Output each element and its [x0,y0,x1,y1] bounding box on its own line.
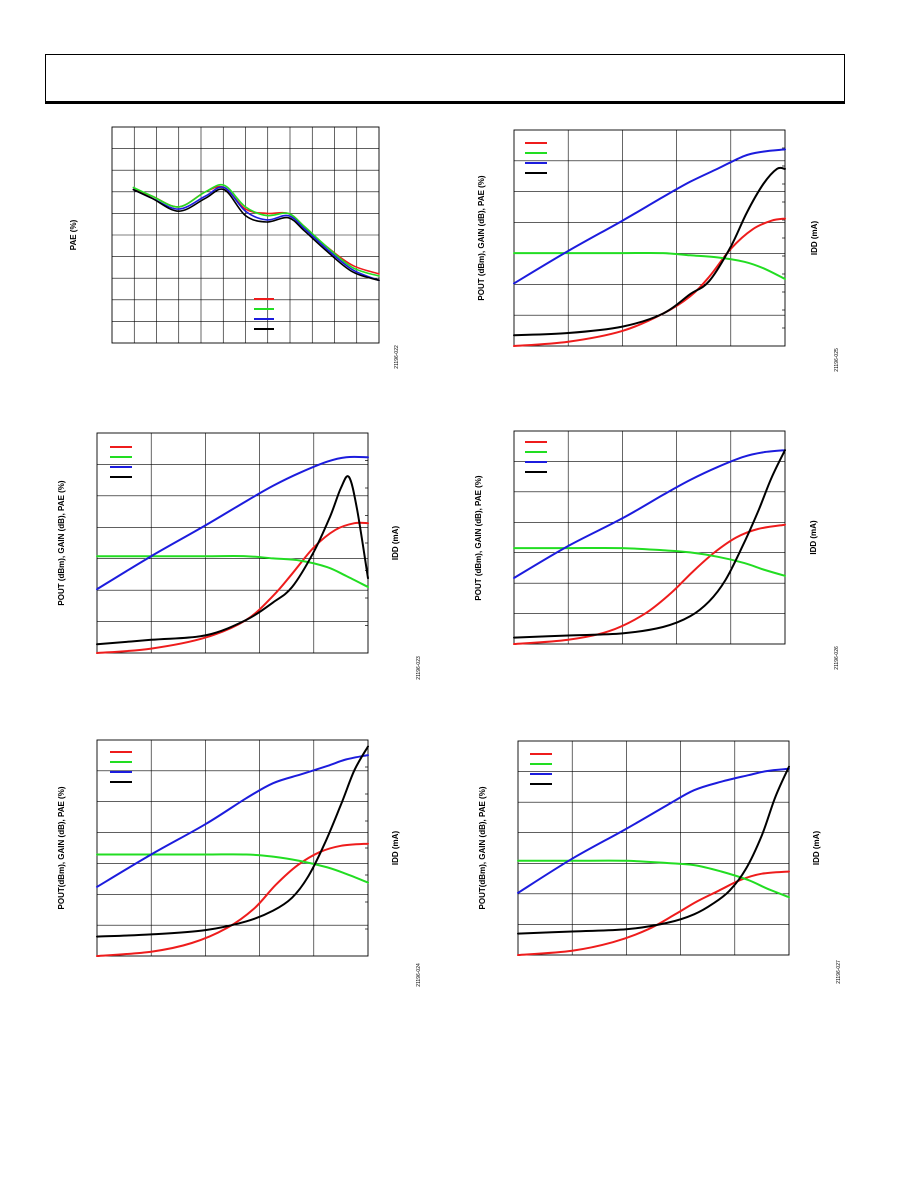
figure-id: 21196-025 [834,348,840,372]
figure-id: 21196-022 [394,345,400,369]
series-line-red [96,521,369,654]
series-line-green [513,546,786,577]
y-axis-label: POUT (dBm), GAIN (dB), PAE (%) [57,480,66,606]
y2-axis-label: IDD (mA) [812,831,821,866]
series-line-green [513,251,786,280]
chart-legend [254,298,274,330]
series-line-black [513,166,786,337]
plot-frame [513,129,786,347]
chart-legend [530,753,552,785]
y2-axis-label: IDD (mA) [391,831,400,866]
series-line-red [517,870,790,956]
series-line-black [132,188,380,282]
figure-id: 21196-026 [834,646,840,670]
series-line-green [517,859,790,899]
plot-frame [513,430,786,645]
series-line-blue [132,186,380,282]
series-line-red [513,523,786,645]
figure-id: 21196-023 [416,656,422,680]
plot-frame [96,432,369,654]
series-line-green [96,555,369,588]
chart-grid [112,127,379,343]
page-header-rule [45,101,845,104]
chart-legend [110,446,132,478]
chart-1: PAE (%) 21196-022 [69,126,400,369]
series-line-blue [96,754,369,888]
y2-axis-label: IDD (mA) [391,526,400,561]
chart-legend [525,441,547,473]
series-line-black [96,475,369,646]
series-line-blue [513,449,786,579]
y-axis-label: POUT(dBm), GAIN (dB), PAE (%) [57,786,66,909]
plot-frame [517,740,790,956]
y-axis-label: PAE (%) [69,219,78,250]
series-line-red [96,842,369,957]
y-axis-label: POUT(dBm), GAIN (dB), PAE (%) [478,786,487,909]
y-axis-label: POUT (dBm), GAIN (dB), PAE (%) [477,175,486,301]
series-line-blue [96,455,369,591]
chart-2: POUT (dBm), GAIN (dB), PAE (%) IDD (mA) 21… [477,129,840,372]
chart-grid [97,433,368,653]
chart-4: POUT (dBm), GAIN (dB), PAE (%) IDD (mA) 21… [474,430,840,670]
plot-frame [111,126,380,344]
chart-legend [110,751,132,783]
series-line-green [96,853,369,884]
y2-axis-label: IDD (mA) [809,520,818,555]
y-axis-label: POUT (dBm), GAIN (dB), PAE (%) [474,475,483,601]
y2-axis-label: IDD (mA) [810,221,819,256]
chart-grid [514,431,785,644]
figure-id: 21196-027 [836,960,842,984]
series-line-black [513,449,786,639]
series-line-blue [513,148,786,285]
chart-6: POUT(dBm), GAIN (dB), PAE (%) IDD (mA) 211… [478,740,842,984]
series-line-black [517,765,790,935]
chart-grid [514,130,785,346]
chart-grid [97,740,368,956]
figure-id: 21196-024 [416,963,422,987]
series-line-black [96,745,369,938]
chart-legend [525,142,547,174]
chart-5: POUT(dBm), GAIN (dB), PAE (%) IDD (mA) 211… [57,739,422,987]
chart-grid [518,741,789,955]
series-line-green [132,183,380,277]
series-line-red [513,217,786,347]
chart-3: POUT (dBm), GAIN (dB), PAE (%) IDD (mA) 21… [57,432,422,680]
series-line-blue [517,767,790,894]
